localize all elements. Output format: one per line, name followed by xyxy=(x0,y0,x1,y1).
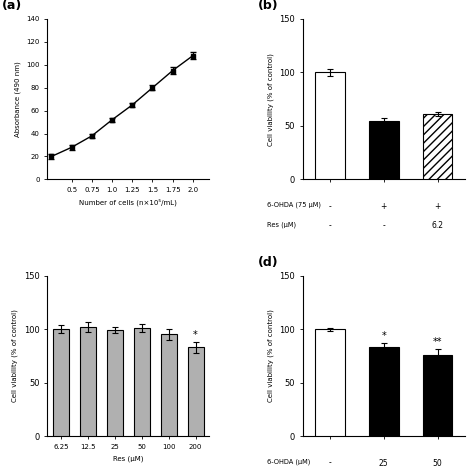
Text: (b): (b) xyxy=(257,0,278,12)
Text: (d): (d) xyxy=(257,256,278,269)
X-axis label: Number of cells (n×10⁵/mL): Number of cells (n×10⁵/mL) xyxy=(79,199,177,206)
Text: +: + xyxy=(381,202,387,211)
Bar xyxy=(53,329,69,436)
Bar xyxy=(188,347,204,436)
Text: *: * xyxy=(381,331,386,341)
Text: -: - xyxy=(328,458,331,467)
Text: *: * xyxy=(193,330,198,340)
Y-axis label: Absorbance (490 nm): Absorbance (490 nm) xyxy=(14,61,21,137)
Bar xyxy=(161,335,177,436)
Bar xyxy=(423,114,452,179)
Bar xyxy=(423,355,452,436)
Text: **: ** xyxy=(433,337,442,347)
Y-axis label: Cell viability (% of control): Cell viability (% of control) xyxy=(267,310,274,402)
Bar xyxy=(369,347,399,436)
Text: (a): (a) xyxy=(2,0,22,12)
Bar xyxy=(315,73,345,179)
X-axis label: Res (μM): Res (μM) xyxy=(113,455,144,462)
Bar xyxy=(107,330,123,436)
Bar xyxy=(369,120,399,179)
Text: -: - xyxy=(328,202,331,211)
Text: +: + xyxy=(434,202,441,211)
Text: -: - xyxy=(328,221,331,230)
Text: -: - xyxy=(383,221,385,230)
Bar xyxy=(134,328,150,436)
Y-axis label: Cell viability (% of control): Cell viability (% of control) xyxy=(12,310,18,402)
Text: 6-OHDA (75 μM): 6-OHDA (75 μM) xyxy=(267,202,321,209)
Bar xyxy=(80,327,96,436)
Text: 6.2: 6.2 xyxy=(431,221,444,230)
Bar xyxy=(315,329,345,436)
Y-axis label: Cell viability (% of control): Cell viability (% of control) xyxy=(267,53,274,146)
Text: 25: 25 xyxy=(379,458,389,467)
Text: 6-OHDA (μM): 6-OHDA (μM) xyxy=(267,458,310,465)
Text: 50: 50 xyxy=(433,458,442,467)
Text: Res (μM): Res (μM) xyxy=(267,221,296,228)
